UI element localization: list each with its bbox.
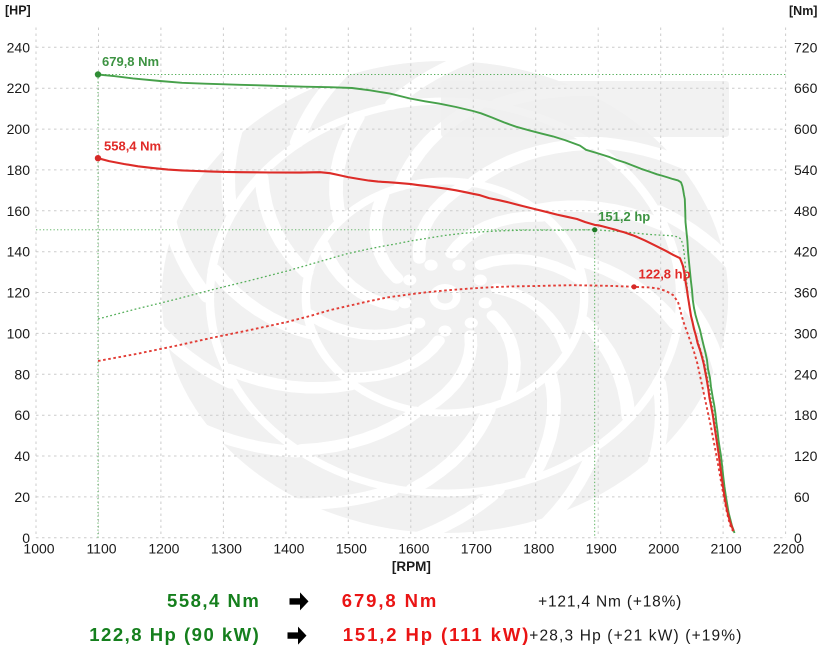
svg-text:0: 0 [22, 530, 30, 546]
svg-text:60: 60 [794, 489, 810, 505]
svg-text:180: 180 [7, 162, 31, 178]
svg-text:240: 240 [7, 39, 31, 55]
svg-text:558,4 Nm: 558,4 Nm [104, 139, 161, 154]
svg-text:120: 120 [7, 285, 31, 301]
svg-text:1400: 1400 [273, 541, 304, 557]
svg-text:1500: 1500 [336, 541, 367, 557]
svg-text:40: 40 [14, 448, 30, 464]
svg-text:151,2 Hp (111 kW): 151,2 Hp (111 kW) [343, 624, 531, 645]
svg-text:2100: 2100 [711, 541, 742, 557]
svg-text:2200: 2200 [773, 541, 804, 557]
svg-text:160: 160 [7, 203, 31, 219]
svg-text:660: 660 [794, 80, 818, 96]
svg-text:480: 480 [794, 203, 818, 219]
svg-text:[RPM]: [RPM] [392, 559, 431, 574]
svg-text:120: 120 [794, 448, 818, 464]
svg-text:1900: 1900 [586, 541, 617, 557]
svg-text:558,4 Nm: 558,4 Nm [167, 590, 260, 611]
svg-text:100: 100 [7, 325, 31, 341]
svg-text:240: 240 [794, 366, 818, 382]
svg-text:122,8 hp: 122,8 hp [639, 266, 691, 281]
svg-text:[Nm]: [Nm] [789, 4, 817, 18]
svg-text:1300: 1300 [211, 541, 242, 557]
svg-text:0: 0 [794, 530, 802, 546]
svg-text:1600: 1600 [398, 541, 429, 557]
svg-text:80: 80 [14, 366, 30, 382]
svg-text:1100: 1100 [86, 541, 116, 557]
svg-text:540: 540 [794, 162, 818, 178]
svg-text:151,2 hp: 151,2 hp [598, 209, 650, 224]
svg-text:360: 360 [794, 285, 818, 301]
svg-text:420: 420 [794, 244, 818, 260]
svg-text:300: 300 [794, 325, 818, 341]
svg-text:679,8 Nm: 679,8 Nm [342, 590, 438, 611]
svg-text:720: 720 [794, 39, 818, 55]
svg-text:1000: 1000 [23, 541, 54, 557]
svg-text:200: 200 [7, 121, 31, 137]
svg-text:[HP]: [HP] [5, 4, 31, 18]
svg-text:2000: 2000 [648, 541, 679, 557]
svg-text:679,8 Nm: 679,8 Nm [102, 54, 159, 69]
svg-text:+121,4 Nm (+18%): +121,4 Nm (+18%) [538, 593, 682, 610]
svg-text:1200: 1200 [148, 541, 179, 557]
svg-text:60: 60 [14, 407, 30, 423]
svg-text:220: 220 [7, 80, 31, 96]
svg-text:180: 180 [794, 407, 818, 423]
svg-text:20: 20 [14, 489, 30, 505]
svg-text:+28,3 Hp (+21 kW) (+19%): +28,3 Hp (+21 kW) (+19%) [529, 628, 742, 645]
svg-text:140: 140 [7, 244, 31, 260]
svg-text:600: 600 [794, 121, 818, 137]
svg-text:1700: 1700 [461, 541, 492, 557]
svg-text:122,8 Hp (90 kW): 122,8 Hp (90 kW) [89, 624, 260, 645]
svg-text:1800: 1800 [523, 541, 554, 557]
